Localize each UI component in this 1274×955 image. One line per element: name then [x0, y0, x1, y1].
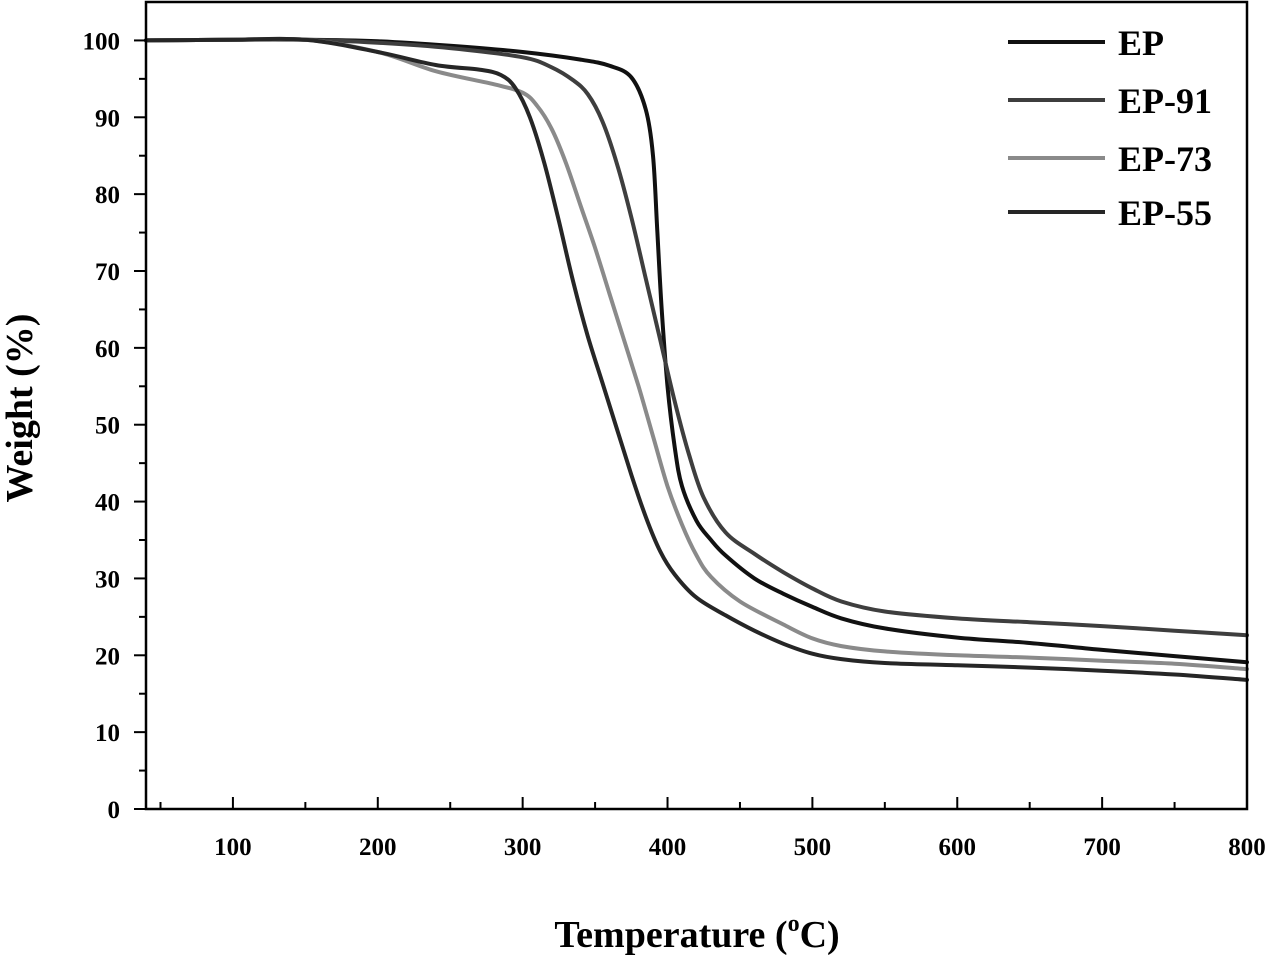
x-tick-label: 400	[649, 834, 687, 861]
x-tick-label: 700	[1083, 834, 1121, 861]
series-line-ep-55	[144, 36, 1249, 682]
legend-label-ep-55: EP-55	[1118, 193, 1212, 233]
plot-border	[144, 0, 1249, 811]
axis-ticks: 100 200 300 400 500 600 700 800 0 10 20 30 40 50 60 70 8…	[83, 28, 1266, 861]
series-line-ep-91	[144, 37, 1249, 638]
x-axis-title: Temperature (oC)	[554, 911, 839, 955]
x-tick-label: 600	[939, 834, 977, 861]
series-line-ep	[144, 37, 1249, 665]
y-tick-label: 20	[95, 643, 120, 670]
x-tick-label: 300	[504, 834, 542, 861]
y-tick-label: 0	[108, 797, 121, 824]
y-tick-label: 90	[95, 105, 120, 132]
series-layer	[144, 36, 1249, 682]
x-tick-label: 200	[359, 834, 397, 861]
y-tick-label: 40	[95, 490, 120, 517]
x-tick-label: 500	[794, 834, 832, 861]
x-tick-label: 100	[214, 834, 252, 861]
y-axis-title: Weight (%)	[0, 314, 41, 503]
y-tick-label: 30	[95, 566, 120, 593]
y-tick-label: 100	[83, 28, 121, 55]
legend-label-ep-91: EP-91	[1118, 81, 1212, 121]
y-tick-label: 70	[95, 259, 120, 286]
legend: EP EP-91 EP-73 EP-55	[1008, 23, 1212, 233]
x-tick-label: 800	[1228, 834, 1266, 861]
y-tick-label: 60	[95, 336, 120, 363]
plot-frame	[144, 0, 1249, 811]
y-tick-label: 10	[95, 720, 120, 747]
y-tick-label: 80	[95, 182, 120, 209]
y-tick-label: 50	[95, 413, 120, 440]
series-line-ep-73	[144, 36, 1249, 672]
legend-label-ep-73: EP-73	[1118, 139, 1212, 179]
legend-label-ep: EP	[1118, 23, 1164, 63]
